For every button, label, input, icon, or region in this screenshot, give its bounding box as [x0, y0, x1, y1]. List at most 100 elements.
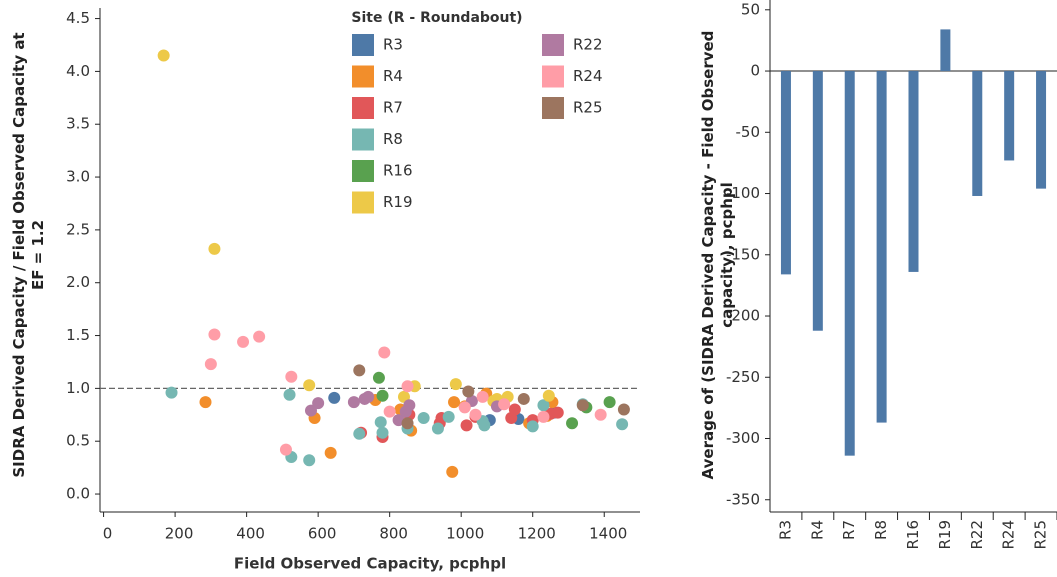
x-tick-label: 400 [236, 525, 265, 543]
point [199, 396, 212, 409]
point [594, 408, 607, 421]
y-tick-label: -100 [726, 184, 760, 202]
y-tick-label: 4.5 [66, 9, 90, 27]
x-tick-label: 0 [103, 525, 113, 543]
point [204, 358, 217, 371]
point [401, 380, 414, 393]
x-tick-label: 600 [308, 525, 337, 543]
point [157, 49, 170, 62]
point [376, 426, 389, 439]
y-tick-label: -150 [726, 245, 760, 263]
point [353, 364, 366, 377]
point [165, 386, 178, 399]
y-tick-label: 3.0 [66, 168, 90, 186]
legend-label: R22 [573, 36, 603, 54]
x-tick-label: R24 [1000, 520, 1018, 550]
x-tick-label: 1400 [589, 525, 627, 543]
point [378, 346, 391, 359]
bar [780, 71, 791, 275]
y-tick-label: 0 [750, 62, 760, 80]
bar [908, 71, 919, 272]
x-tick-label: R8 [872, 520, 890, 540]
point [526, 420, 539, 433]
point [469, 408, 482, 421]
x-tick-label: R3 [776, 520, 794, 540]
point [603, 396, 616, 409]
point [362, 390, 375, 403]
point [616, 418, 629, 431]
y-tick-label: 2.0 [66, 273, 90, 291]
legend-label: R8 [383, 130, 403, 148]
x-tick-label: R7 [840, 520, 858, 540]
point [448, 396, 461, 409]
y-tick-label: -50 [736, 123, 761, 141]
x-tick-label: R25 [1032, 520, 1050, 550]
point [401, 417, 414, 430]
bar [972, 71, 983, 196]
point [283, 388, 296, 401]
legend-swatch [352, 128, 374, 151]
point [403, 399, 416, 412]
point [303, 379, 316, 392]
point [460, 419, 473, 432]
point [303, 454, 316, 467]
legend-swatch [352, 191, 374, 214]
point [376, 389, 389, 402]
point [417, 411, 430, 424]
point [462, 385, 475, 398]
legend-swatch [352, 97, 374, 119]
legend-swatch [542, 34, 564, 56]
bar [1004, 71, 1015, 161]
x-tick-label: R22 [968, 520, 986, 550]
y-tick-label: 3.5 [66, 115, 90, 133]
y-tick-label: 2.5 [66, 220, 90, 238]
point [347, 396, 360, 409]
legend-label: R25 [573, 99, 603, 117]
x-tick-label: R4 [808, 520, 826, 540]
point [372, 371, 385, 384]
x-axis-title: Field Observed Capacity, pcphpl [234, 555, 506, 573]
point [476, 390, 489, 403]
legend-swatch [352, 34, 374, 56]
point [537, 410, 550, 423]
point [576, 399, 589, 412]
legend-label: R19 [383, 193, 413, 211]
y-tick-label: 0.0 [66, 485, 90, 503]
point [542, 389, 555, 402]
x-tick-label: 200 [165, 525, 194, 543]
point [285, 370, 298, 383]
point [458, 401, 471, 414]
point [208, 328, 221, 341]
y-tick-label: -200 [726, 307, 760, 325]
bar [1036, 71, 1047, 189]
point [304, 404, 317, 417]
point [566, 417, 579, 430]
point [353, 427, 366, 440]
bar [876, 71, 887, 423]
point [383, 405, 396, 418]
point [324, 446, 337, 459]
y-tick-label: 0.5 [66, 432, 90, 450]
point [517, 392, 530, 405]
x-tick-label: R19 [936, 520, 954, 550]
point [617, 403, 630, 416]
x-tick-label: 1000 [446, 525, 484, 543]
legend-swatch [352, 65, 374, 88]
bar [940, 29, 951, 72]
x-tick-label: R16 [904, 520, 922, 550]
legend-label: R24 [573, 67, 603, 85]
y-tick-label: 4.0 [66, 62, 90, 80]
point [442, 410, 455, 423]
legend-swatch [352, 160, 374, 182]
y-tick-label: 1.0 [66, 379, 90, 397]
legend-label: R7 [383, 99, 403, 117]
y-tick-label: -250 [726, 368, 760, 386]
x-tick-label: 1200 [518, 525, 556, 543]
point [312, 397, 325, 410]
point [446, 465, 459, 478]
y-tick-label: -300 [726, 429, 760, 447]
y-axis-title-2: Average of (SIDRA Derived Capacity - Fie… [699, 30, 736, 480]
point [208, 242, 221, 255]
